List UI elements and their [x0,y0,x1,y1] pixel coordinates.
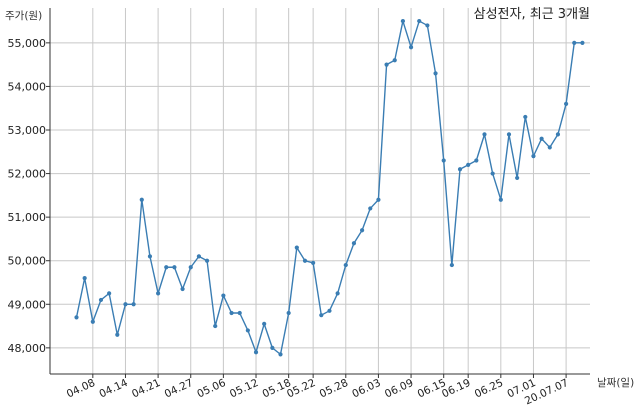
data-point [107,291,112,296]
data-point [335,291,340,296]
data-point [196,254,201,259]
data-point [490,171,495,176]
data-point [156,291,161,296]
data-point [188,265,193,270]
data-point [384,62,389,67]
data-point [286,310,291,316]
data-point [253,350,259,355]
data-point [229,310,234,316]
y-tick-label: 52,000 [8,168,47,181]
data-point [319,313,324,318]
data-point [539,136,544,141]
data-point [74,315,79,320]
data-point [449,262,454,268]
chart-title: 삼성전자, 최근 3개월 [474,7,590,22]
data-point [82,276,87,281]
data-point [294,245,299,250]
data-point [164,265,169,270]
data-point [376,197,381,202]
data-point [368,206,373,211]
y-tick-label: 49,000 [8,298,47,311]
data-point [204,258,210,263]
data-point [506,132,512,137]
data-point [302,258,308,263]
data-point [311,260,316,265]
data-point [123,302,128,307]
x-tick-label: 04.08 [65,377,97,401]
x-tick-label: 05.12 [228,377,260,401]
data-point [278,352,283,357]
data-point [498,197,503,202]
data-point [343,262,348,268]
y-tick-label: 51,000 [8,211,47,224]
data-point [180,286,185,292]
x-tick-label: 04.27 [163,377,195,401]
y-ticks: 48,000 49,000 50,000 51,000 52,000 53,000 54,0… [8,37,50,355]
axes [49,8,590,375]
x-tick-label: 05.22 [285,377,317,401]
x-tick-label: 04.14 [97,377,130,401]
data-point [98,297,104,303]
data-point [237,310,242,316]
grid [50,8,590,374]
data-point [457,167,463,172]
data-point [441,158,446,163]
data-point [425,23,430,28]
x-tick-label: 06.25 [473,377,505,401]
data-point [392,58,397,63]
data-point [572,40,577,45]
x-tick-label: 04.21 [130,377,162,401]
data-point [564,101,569,106]
x-tick-label: 06.09 [383,377,415,401]
x-tick-label: 06.19 [440,377,472,401]
data-point [172,265,177,270]
x-tick-label: 05.06 [195,377,228,401]
data-point [580,40,585,45]
data-point [351,241,357,246]
x-tick-label: 06.03 [350,377,382,401]
data-point [262,321,267,326]
data-point [327,308,332,313]
y-tick-label: 48,000 [8,342,47,355]
data-point [474,158,479,163]
y-tick-label: 55,000 [8,37,47,50]
data-point [466,162,471,167]
y-tick-label: 53,000 [8,124,47,137]
y-tick-label: 50,000 [8,255,47,268]
data-point [417,18,422,24]
data-point [555,132,561,137]
data-point [433,71,438,76]
data-point [270,345,275,350]
x-tick-label: 05.28 [318,377,350,401]
data-point [515,175,520,181]
data-point [147,254,153,259]
series [74,18,585,357]
data-point [90,319,95,324]
data-point [482,132,487,137]
y-tick-label: 54,000 [8,80,47,93]
y-axis-label: 주가(원) [5,10,42,22]
data-point [408,45,414,50]
data-point [139,197,144,202]
data-point [221,293,226,298]
x-ticks: 04.08 04.14 04.21 04.27 05.06 05.12 05.1805.22… [65,374,570,407]
data-point [400,18,405,24]
data-point [213,323,218,329]
data-point [547,145,552,150]
x-axis-label: 날짜(일) [597,376,634,389]
data-point [245,328,250,333]
data-point [531,154,536,159]
data-point [131,302,136,307]
data-point [115,332,120,337]
data-point [523,114,528,120]
data-point [360,228,365,233]
